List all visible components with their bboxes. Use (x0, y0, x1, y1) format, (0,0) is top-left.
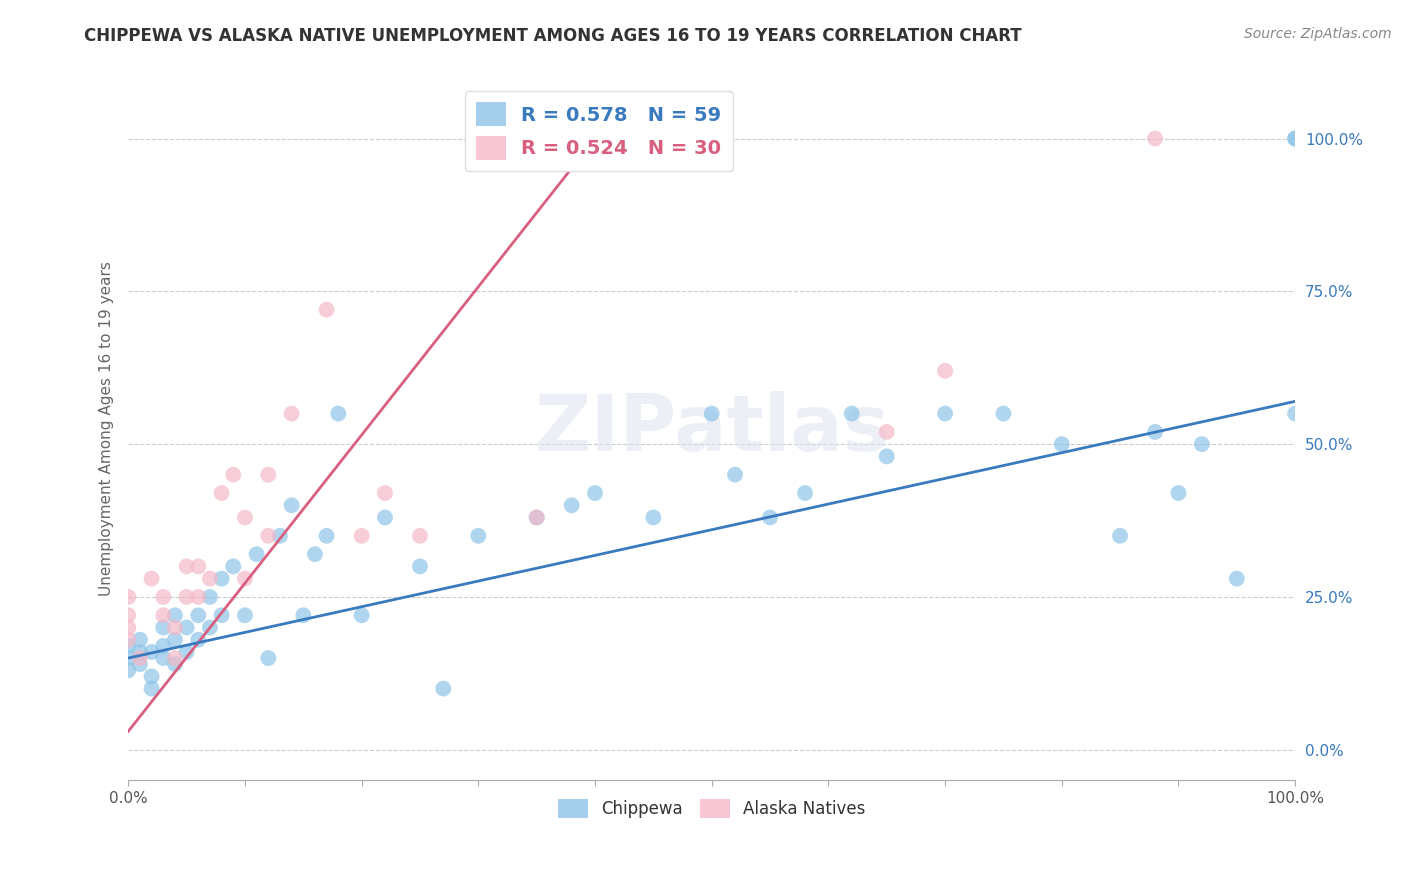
Point (246, 547, 269, 561)
Point (117, 639, 139, 653)
Point (409, 559, 432, 574)
Point (292, 608, 315, 623)
Point (187, 559, 209, 574)
Text: CHIPPEWA VS ALASKA NATIVE UNEMPLOYMENT AMONG AGES 16 TO 19 YEARS CORRELATION CHA: CHIPPEWA VS ALASKA NATIVE UNEMPLOYMENT A… (84, 27, 1022, 45)
Point (141, 645, 163, 659)
Point (1050, 437, 1073, 451)
Point (724, 467, 747, 482)
Point (222, 467, 245, 482)
Text: ZIPatlas: ZIPatlas (534, 391, 889, 467)
Point (1144, 131, 1167, 145)
Point (315, 302, 337, 317)
Point (1109, 529, 1132, 543)
Point (280, 407, 302, 421)
Point (176, 645, 198, 659)
Point (432, 681, 454, 696)
Point (280, 498, 302, 512)
Point (141, 669, 163, 683)
Point (117, 620, 139, 634)
Point (129, 651, 152, 665)
Point (1226, 572, 1249, 586)
Point (876, 450, 898, 464)
Point (1167, 486, 1189, 500)
Point (187, 632, 209, 647)
Point (993, 407, 1015, 421)
Point (211, 486, 233, 500)
Point (233, 608, 256, 623)
Point (759, 510, 782, 524)
Point (350, 529, 373, 543)
Point (211, 572, 233, 586)
Point (117, 651, 139, 665)
Point (467, 529, 489, 543)
Point (526, 510, 548, 524)
Point (141, 572, 163, 586)
Point (152, 608, 174, 623)
Point (269, 529, 291, 543)
Y-axis label: Unemployment Among Ages 16 to 19 years: Unemployment Among Ages 16 to 19 years (100, 261, 114, 597)
Point (1284, 131, 1306, 145)
Point (211, 608, 233, 623)
Point (198, 572, 221, 586)
Point (152, 620, 174, 634)
Point (643, 510, 665, 524)
Point (304, 547, 326, 561)
Point (176, 559, 198, 574)
Point (257, 467, 280, 482)
Point (233, 572, 256, 586)
Point (176, 590, 198, 604)
Point (1191, 437, 1213, 451)
Legend: Chippewa, Alaska Natives: Chippewa, Alaska Natives (551, 792, 872, 825)
Point (876, 425, 898, 439)
Point (1284, 407, 1306, 421)
Point (1284, 131, 1306, 145)
Point (129, 657, 152, 672)
Point (374, 486, 396, 500)
Point (328, 407, 350, 421)
Point (526, 510, 548, 524)
Point (117, 608, 139, 623)
Point (1144, 425, 1167, 439)
Point (257, 651, 280, 665)
Point (129, 645, 152, 659)
Point (163, 620, 186, 634)
Point (163, 651, 186, 665)
Point (409, 529, 432, 543)
Point (117, 632, 139, 647)
Point (222, 559, 245, 574)
Text: Source: ZipAtlas.com: Source: ZipAtlas.com (1244, 27, 1392, 41)
Point (141, 681, 163, 696)
Point (233, 510, 256, 524)
Point (176, 620, 198, 634)
Point (152, 590, 174, 604)
Point (198, 620, 221, 634)
Point (163, 608, 186, 623)
Point (315, 529, 337, 543)
Point (152, 639, 174, 653)
Point (187, 608, 209, 623)
Point (257, 529, 280, 543)
Point (350, 608, 373, 623)
Point (163, 657, 186, 672)
Point (152, 651, 174, 665)
Point (841, 407, 863, 421)
Point (934, 364, 956, 378)
Point (117, 590, 139, 604)
Point (117, 663, 139, 677)
Point (934, 407, 956, 421)
Point (700, 407, 723, 421)
Point (561, 498, 583, 512)
Point (374, 510, 396, 524)
Point (198, 590, 221, 604)
Point (129, 632, 152, 647)
Point (583, 486, 606, 500)
Point (187, 590, 209, 604)
Point (163, 632, 186, 647)
Point (794, 486, 817, 500)
